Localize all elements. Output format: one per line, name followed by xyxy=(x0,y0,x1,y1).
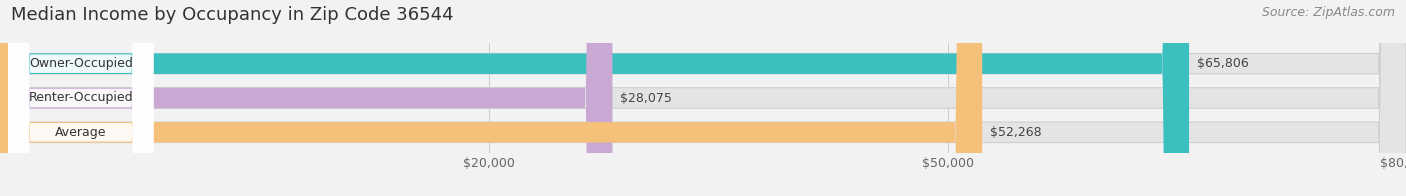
Text: Median Income by Occupancy in Zip Code 36544: Median Income by Occupancy in Zip Code 3… xyxy=(11,6,454,24)
FancyBboxPatch shape xyxy=(8,0,153,196)
FancyBboxPatch shape xyxy=(8,0,153,196)
Text: Renter-Occupied: Renter-Occupied xyxy=(28,92,134,104)
FancyBboxPatch shape xyxy=(0,0,1189,196)
Text: Owner-Occupied: Owner-Occupied xyxy=(30,57,132,70)
Text: Average: Average xyxy=(55,126,107,139)
Text: $65,806: $65,806 xyxy=(1197,57,1249,70)
Text: $28,075: $28,075 xyxy=(620,92,672,104)
Text: Source: ZipAtlas.com: Source: ZipAtlas.com xyxy=(1261,6,1395,19)
FancyBboxPatch shape xyxy=(0,0,983,196)
Text: $52,268: $52,268 xyxy=(990,126,1042,139)
FancyBboxPatch shape xyxy=(8,0,153,196)
FancyBboxPatch shape xyxy=(0,0,613,196)
